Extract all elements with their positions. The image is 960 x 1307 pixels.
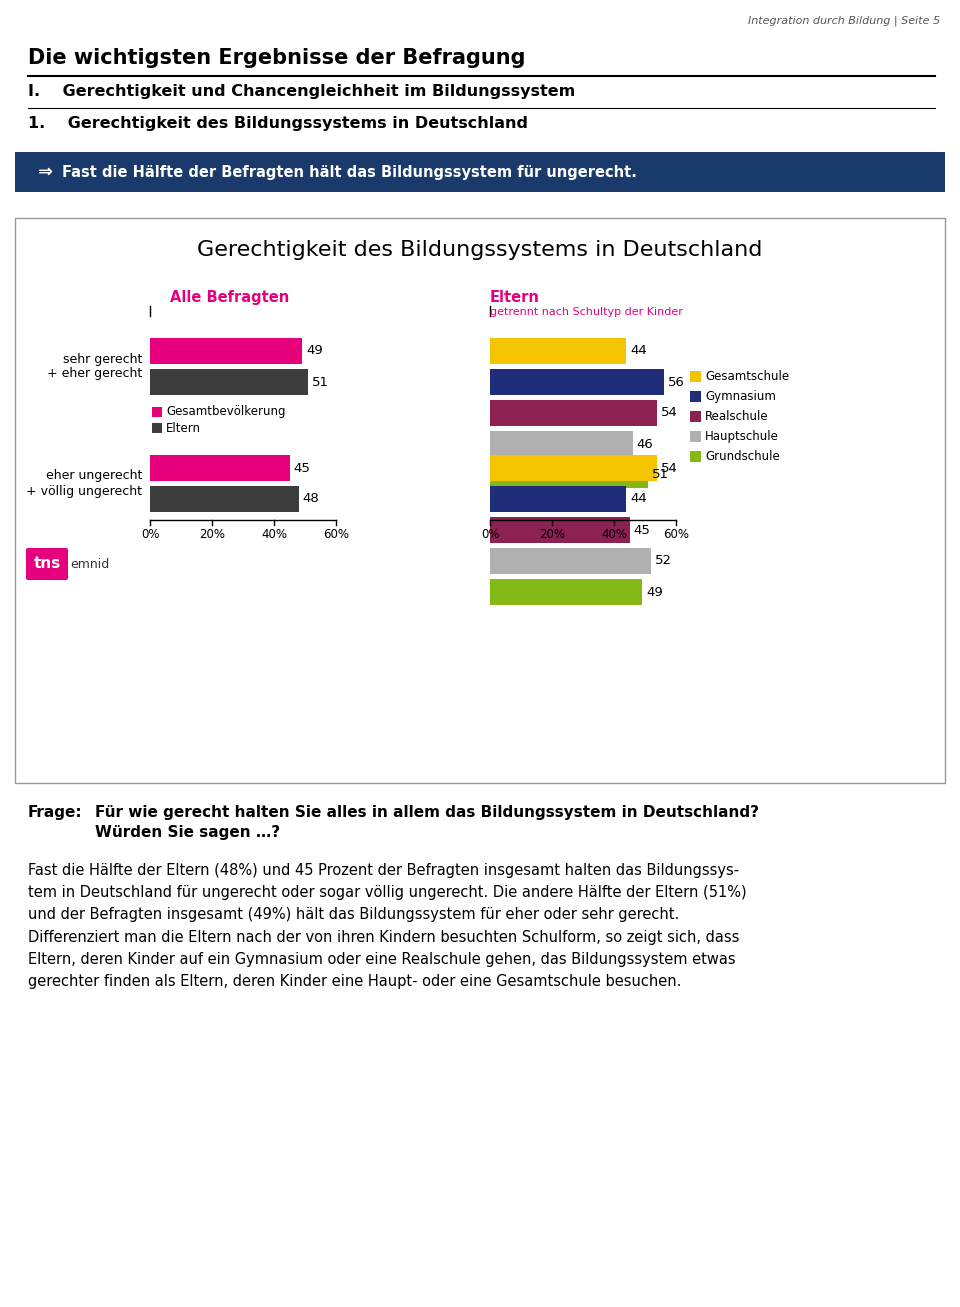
Text: 20%: 20% (199, 528, 225, 541)
Text: 60%: 60% (663, 528, 689, 541)
Bar (15, 152, 945, 192)
Bar (490, 455, 658, 481)
Text: tns: tns (34, 557, 61, 571)
Text: Gymnasium: Gymnasium (706, 389, 776, 403)
Text: 0%: 0% (481, 528, 499, 541)
Bar (150, 486, 299, 512)
Text: 54: 54 (661, 406, 679, 420)
FancyBboxPatch shape (26, 548, 68, 580)
Text: 44: 44 (631, 345, 647, 358)
Bar (690, 431, 701, 442)
Text: 48: 48 (302, 493, 320, 506)
Text: 40%: 40% (601, 528, 627, 541)
Text: Gerechtigkeit des Bildungssystems in Deutschland: Gerechtigkeit des Bildungssystems in Deu… (198, 240, 762, 260)
Text: 40%: 40% (261, 528, 287, 541)
Text: Alle Befragten: Alle Befragten (170, 290, 290, 305)
Bar (490, 548, 651, 574)
Bar (490, 486, 626, 512)
Text: ⇒: ⇒ (38, 163, 53, 180)
Text: eher ungerecht
+ völlig ungerecht: eher ungerecht + völlig ungerecht (26, 469, 142, 498)
Bar (490, 431, 633, 457)
Bar (690, 391, 701, 403)
Bar (490, 400, 658, 426)
Text: 1.    Gerechtigkeit des Bildungssystems in Deutschland: 1. Gerechtigkeit des Bildungssystems in … (28, 116, 528, 131)
Text: Hauptschule: Hauptschule (706, 430, 780, 443)
Bar (152, 423, 162, 433)
Text: 54: 54 (661, 461, 679, 474)
Bar (490, 461, 648, 488)
Text: 0%: 0% (141, 528, 159, 541)
Bar (150, 455, 290, 481)
Bar (150, 339, 301, 365)
Text: Für wie gerecht halten Sie alles in allem das Bildungssystem in Deutschland?: Für wie gerecht halten Sie alles in alle… (95, 805, 759, 819)
Text: 51: 51 (652, 468, 669, 481)
Bar (150, 369, 308, 395)
Text: 44: 44 (631, 493, 647, 506)
Text: 52: 52 (655, 554, 672, 567)
Bar (690, 371, 701, 382)
Bar (490, 339, 626, 365)
Text: 56: 56 (667, 375, 684, 388)
Bar (490, 579, 642, 605)
Text: 51: 51 (312, 375, 329, 388)
Bar (490, 369, 663, 395)
Text: emnid: emnid (70, 558, 109, 570)
Text: getrennt nach Schultyp der Kinder: getrennt nach Schultyp der Kinder (490, 307, 683, 318)
Text: Grundschule: Grundschule (706, 450, 780, 463)
Text: Fast die Hälfte der Eltern (48%) und 45 Prozent der Befragten insgesamt halten d: Fast die Hälfte der Eltern (48%) und 45 … (28, 863, 747, 989)
Text: Frage:: Frage: (28, 805, 83, 819)
Text: 49: 49 (306, 345, 323, 358)
Text: Integration durch Bildung | Seite 5: Integration durch Bildung | Seite 5 (748, 14, 940, 26)
FancyBboxPatch shape (15, 218, 945, 783)
Text: 20%: 20% (539, 528, 565, 541)
Text: 60%: 60% (323, 528, 349, 541)
Text: Die wichtigsten Ergebnisse der Befragung: Die wichtigsten Ergebnisse der Befragung (28, 48, 525, 68)
Text: Gesamtbevölkerung: Gesamtbevölkerung (166, 405, 285, 418)
Text: I.    Gerechtigkeit und Chancengleichheit im Bildungssystem: I. Gerechtigkeit und Chancengleichheit i… (28, 84, 575, 99)
Text: Gesamtschule: Gesamtschule (706, 370, 789, 383)
Text: Eltern: Eltern (166, 421, 201, 434)
Text: 45: 45 (294, 461, 310, 474)
Text: Fast die Hälfte der Befragten hält das Bildungssystem für ungerecht.: Fast die Hälfte der Befragten hält das B… (62, 165, 636, 179)
Bar (690, 410, 701, 422)
Text: 46: 46 (636, 438, 654, 451)
Text: 45: 45 (634, 524, 650, 536)
Text: 49: 49 (646, 586, 662, 599)
Bar (690, 451, 701, 461)
Bar (152, 406, 162, 417)
Text: Realschule: Realschule (706, 410, 769, 423)
Text: Eltern: Eltern (490, 290, 540, 305)
Text: sehr gerecht
+ eher gerecht: sehr gerecht + eher gerecht (47, 353, 142, 380)
Bar (490, 518, 630, 542)
Text: Würden Sie sagen …?: Würden Sie sagen …? (95, 825, 280, 840)
